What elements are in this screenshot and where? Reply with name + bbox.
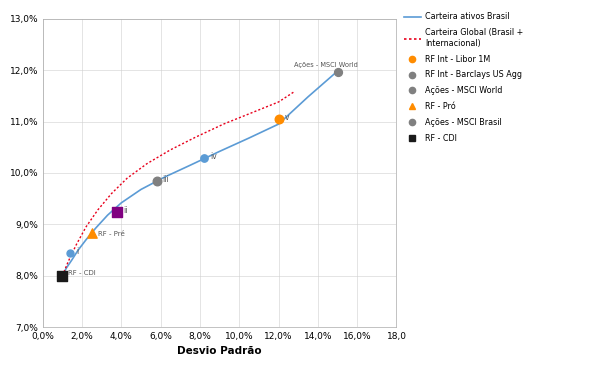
Point: [199, 155, 209, 161]
Text: iv: iv: [210, 152, 217, 161]
Point: [87, 230, 97, 236]
Point: [152, 178, 162, 184]
Point: [65, 250, 75, 256]
Text: RF - CDI: RF - CDI: [68, 270, 96, 276]
Point: [112, 209, 122, 215]
X-axis label: Desvio Padrão: Desvio Padrão: [178, 346, 262, 356]
Text: Ações - MSCI World: Ações - MSCI World: [294, 62, 358, 68]
Text: RF - Pré: RF - Pré: [98, 231, 124, 237]
Legend: Carteira ativos Brasil, Carteira Global (Brasil +
Internacional), RF Int - Libor: Carteira ativos Brasil, Carteira Global …: [404, 12, 523, 143]
Text: i: i: [76, 247, 78, 256]
Text: ii: ii: [123, 206, 127, 215]
Point: [57, 273, 67, 279]
Point: [274, 116, 284, 122]
Text: iii: iii: [163, 175, 170, 184]
Text: v: v: [284, 113, 289, 122]
Point: [332, 68, 342, 74]
